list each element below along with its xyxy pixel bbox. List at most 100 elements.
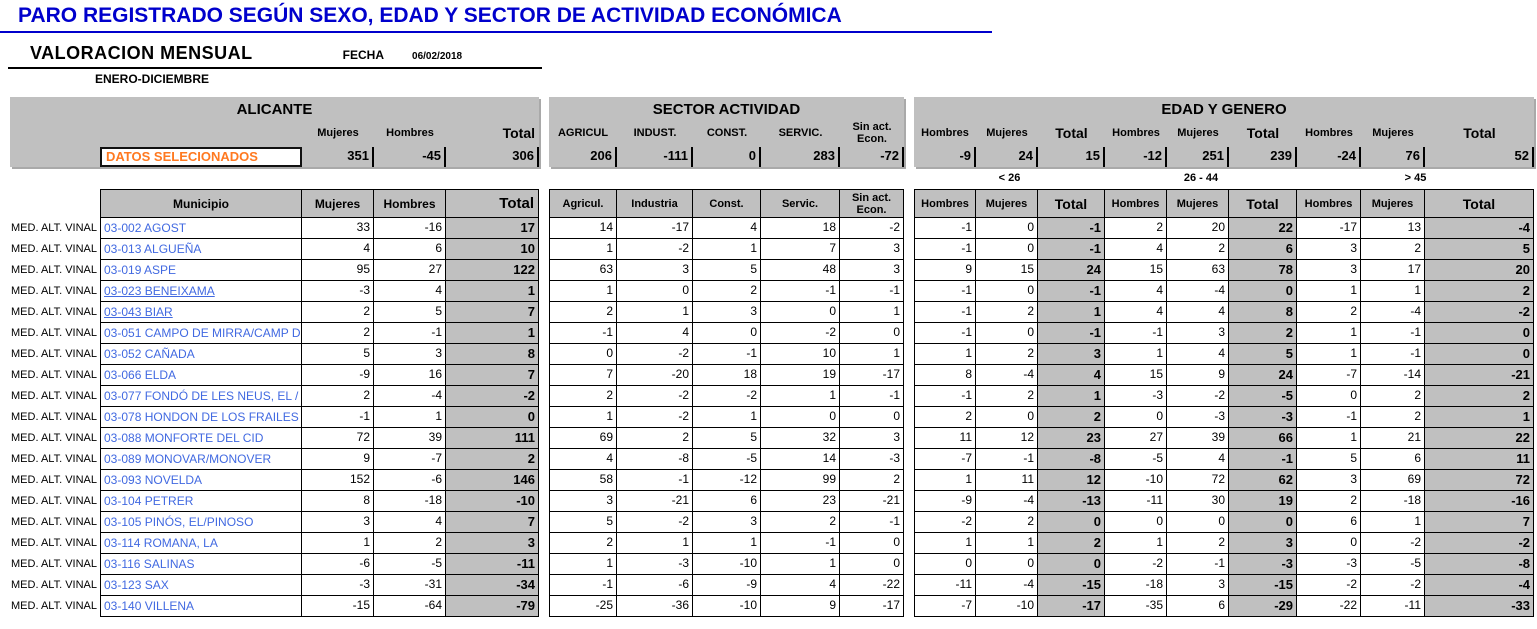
mujeres-value: 152 xyxy=(302,470,374,491)
total-o45-value: 0 xyxy=(1425,344,1534,365)
total-26-44-value: 0 xyxy=(1229,512,1297,533)
hombres-u26-value: -1 xyxy=(914,218,976,239)
hombres-26-44-value: 1 xyxy=(1105,533,1167,554)
municipio-link[interactable]: 03-077 FONDÓ DE LES NEUS, EL / HO xyxy=(100,386,302,407)
col-header: Sin act. Econ. xyxy=(840,189,904,218)
total-value: 8 xyxy=(446,344,539,365)
municipio-link[interactable]: 03-093 NOVELDA xyxy=(100,470,302,491)
summary-edad-title: EDAD Y GENERO xyxy=(1161,101,1287,118)
servic-value: 2 xyxy=(761,512,840,533)
municipio-link[interactable]: 03-066 ELDA xyxy=(100,365,302,386)
mujeres-value: 2 xyxy=(302,386,374,407)
sin-act-value: -2 xyxy=(840,218,904,239)
mujeres-o45-value: 2 xyxy=(1361,407,1425,428)
mujeres-o45-value: 69 xyxy=(1361,470,1425,491)
municipio-link[interactable]: 03-019 ASPE xyxy=(100,260,302,281)
hombres-o45-value: 2 xyxy=(1297,491,1361,512)
municipio-link[interactable]: 03-105 PINÓS, EL/PINOSO xyxy=(100,512,302,533)
total-o45-value: 7 xyxy=(1425,512,1534,533)
mujeres-u26-value: 1 xyxy=(976,533,1038,554)
total-u26-value: 12 xyxy=(1038,470,1105,491)
mujeres-o45-value: 1 xyxy=(1361,512,1425,533)
table-row: MED. ALT. VINAL 03-002 AGOST 33 -16 17 1… xyxy=(0,218,1537,239)
servic-value: 18 xyxy=(761,218,840,239)
hombres-o45-value: -2 xyxy=(1297,575,1361,596)
servic-value: -1 xyxy=(761,281,840,302)
municipio-link[interactable]: 03-013 ALGUEÑA xyxy=(100,239,302,260)
municipio-link[interactable]: 03-123 SAX xyxy=(100,575,302,596)
mujeres-u26-value: 2 xyxy=(976,512,1038,533)
municipio-link[interactable]: 03-051 CAMPO DE MIRRA/CAMP DE MI xyxy=(100,323,302,344)
region-label: MED. ALT. VINAL xyxy=(11,390,97,402)
const-value: -1 xyxy=(693,344,761,365)
total-26-44-value: -3 xyxy=(1229,407,1297,428)
mujeres-26-44-value: 4 xyxy=(1167,344,1229,365)
agricul-value: -1 xyxy=(549,323,617,344)
region-label: MED. ALT. VINAL xyxy=(11,306,97,318)
mujeres-value: 33 xyxy=(302,218,374,239)
total-26-44-value: 78 xyxy=(1229,260,1297,281)
municipio-link[interactable]: 03-140 VILLENA xyxy=(100,596,302,617)
summary-block-alicante: ALICANTE Mujeres Hombres Total DATOS SEL… xyxy=(10,97,539,167)
mujeres-26-44-value: -2 xyxy=(1167,386,1229,407)
municipio-link[interactable]: 03-104 PETRER xyxy=(100,491,302,512)
col-header: Const. xyxy=(693,189,761,218)
total-value: 1 xyxy=(446,281,539,302)
total-26-44-value: 8 xyxy=(1229,302,1297,323)
mujeres-value: -3 xyxy=(302,575,374,596)
municipio-link[interactable]: 03-114 ROMANA, LA xyxy=(100,533,302,554)
agricul-value: 2 xyxy=(549,533,617,554)
municipio-link[interactable]: 03-078 HONDON DE LOS FRAILES xyxy=(100,407,302,428)
municipio-link[interactable]: 03-043 BIAR xyxy=(100,302,302,323)
sin-act-value: -1 xyxy=(840,386,904,407)
mujeres-u26-value: 0 xyxy=(976,323,1038,344)
municipio-link[interactable]: 03-023 BENEIXAMA xyxy=(100,281,302,302)
mujeres-26-44-value: -1 xyxy=(1167,554,1229,575)
datos-selecionados-box[interactable]: DATOS SELECIONADOS xyxy=(100,147,302,167)
mujeres-26-44-value: 9 xyxy=(1167,365,1229,386)
summary-block-edad: EDAD Y GENERO Hombres Mujeres Total Homb… xyxy=(914,97,1534,167)
agricul-value: -1 xyxy=(549,575,617,596)
hombres-o45-value: 3 xyxy=(1297,260,1361,281)
age-group-label: > 45 xyxy=(1404,172,1427,184)
total-u26-value: -1 xyxy=(1038,239,1105,260)
col-label: Hombres xyxy=(1112,127,1160,139)
mujeres-26-44-value: 4 xyxy=(1167,449,1229,470)
total-26-44-value: 22 xyxy=(1229,218,1297,239)
mujeres-26-44-value: -4 xyxy=(1167,281,1229,302)
mujeres-o45-value: -14 xyxy=(1361,365,1425,386)
total-value: 146 xyxy=(446,470,539,491)
industria-value: -20 xyxy=(617,365,693,386)
col-header: Agricul. xyxy=(549,189,617,218)
summary-value: 0 xyxy=(693,147,761,167)
mujeres-o45-value: 2 xyxy=(1361,239,1425,260)
const-value: 5 xyxy=(693,260,761,281)
mujeres-value: -15 xyxy=(302,596,374,617)
hombres-value: -18 xyxy=(374,491,446,512)
mujeres-u26-value: 0 xyxy=(976,554,1038,575)
total-o45-value: -4 xyxy=(1425,218,1534,239)
col-header-total: Total xyxy=(1425,189,1534,218)
municipio-link[interactable]: 03-088 MONFORTE DEL CID xyxy=(100,428,302,449)
table-row: MED. ALT. VINAL 03-013 ALGUEÑA 4 6 10 1 … xyxy=(0,239,1537,260)
hombres-o45-value: -1 xyxy=(1297,407,1361,428)
mujeres-u26-value: 0 xyxy=(976,281,1038,302)
total-o45-value: -16 xyxy=(1425,491,1534,512)
total-o45-value: -21 xyxy=(1425,365,1534,386)
municipio-link[interactable]: 03-052 CAÑADA xyxy=(100,344,302,365)
municipio-link[interactable]: 03-002 AGOST xyxy=(100,218,302,239)
sin-act-value: -1 xyxy=(840,512,904,533)
col-header: Hombres xyxy=(1297,189,1361,218)
total-u26-value: 2 xyxy=(1038,533,1105,554)
summary-value: 283 xyxy=(761,147,840,167)
hombres-value: -6 xyxy=(374,470,446,491)
municipio-link[interactable]: 03-089 MONOVAR/MONOVER xyxy=(100,449,302,470)
municipio-link[interactable]: 03-116 SALINAS xyxy=(100,554,302,575)
sin-act-value: -17 xyxy=(840,596,904,617)
col-label: Mujeres xyxy=(1372,127,1414,139)
summary-value: 351 xyxy=(302,147,374,167)
mujeres-o45-value: -1 xyxy=(1361,323,1425,344)
hombres-u26-value: -1 xyxy=(914,323,976,344)
summary-value: 52 xyxy=(1425,147,1534,167)
summary-value: 15 xyxy=(1038,147,1105,167)
